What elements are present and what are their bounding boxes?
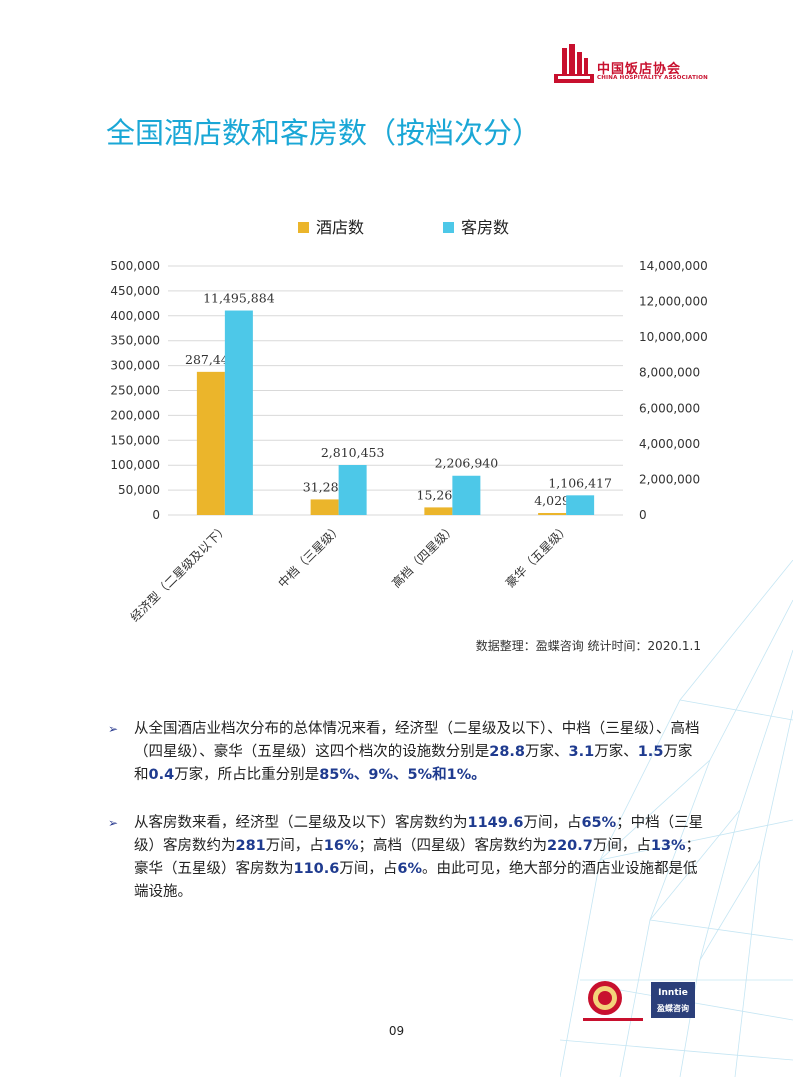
inntie-logo-cn-text: 盈蝶咨询: [657, 1004, 689, 1013]
china-hospitality-association-logo: [554, 44, 594, 83]
highlight-value: 1149.6: [467, 815, 524, 831]
y-right-tick-label: 0: [639, 508, 647, 522]
paragraph-text: 从客房数来看，经济型（二星级及以下）客房数约为1149.6万间，占65%；中档（…: [134, 812, 704, 904]
legend-swatch: [443, 222, 454, 233]
bar-hotels: [424, 507, 453, 515]
text-run: 万间，占: [592, 838, 651, 854]
highlight-value: 220.7: [547, 838, 593, 854]
highlight-value: 0.4: [148, 767, 175, 783]
y-left-tick-label: 100,000: [110, 458, 160, 472]
text-run: ；豪华（五星级）客房数为: [134, 838, 701, 877]
y-right-tick-label: 12,000,000: [639, 295, 708, 309]
legend-swatch: [298, 222, 309, 233]
data-source-note: 数据整理：盈蝶咨询 统计时间：2020.1.1: [475, 639, 701, 653]
y-left-tick-label: 500,000: [110, 259, 160, 273]
data-label: 4,029: [534, 493, 570, 508]
wireframe-building-decoration: [560, 560, 793, 1077]
y-left-tick-label: 400,000: [110, 309, 160, 323]
beijing-institute-seal-logo: [583, 981, 643, 1021]
text-run: 万家，所占比重分别是: [174, 767, 320, 783]
text-run: 。由此可见，绝大部分的酒店业设施都是低端设施。: [134, 861, 698, 900]
data-label: 2,810,453: [321, 445, 385, 460]
data-label: 287,448: [185, 352, 237, 367]
y-left-tick-label: 250,000: [110, 384, 160, 398]
y-left-tick-label: 200,000: [110, 408, 160, 422]
highlight-value: 6%: [397, 861, 422, 877]
logo-english-text: CHINA HOSPITALITY ASSOCIATION: [597, 75, 708, 81]
arrow-bullet-icon: ➢: [108, 722, 119, 736]
text-run: 万间，占: [265, 838, 324, 854]
x-tick-label: 经济型（二星级及以下）: [127, 521, 231, 625]
y-right-tick-label: 2,000,000: [639, 472, 700, 486]
y-left-tick-label: 0: [152, 508, 160, 522]
text-run: 万家、: [525, 744, 569, 760]
paragraph-room-distribution: ➢ 从客房数来看，经济型（二星级及以下）客房数约为1149.6万间，占65%；中…: [108, 812, 704, 904]
bar-hotels: [196, 371, 225, 515]
inntie-logo-text: Inntie: [658, 988, 688, 998]
legend-label: 客房数: [461, 218, 509, 237]
hotel-rooms-bar-chart: 酒店数 客房数 500,000 450,000 400,000 350,000 300,00…: [110, 218, 708, 625]
highlight-value: 3.1: [568, 744, 595, 760]
highlight-value: 85%、9%、5%和1%。: [319, 767, 486, 783]
text-run: 从客房数来看，经济型（二星级及以下）客房数约为: [134, 815, 468, 831]
arrow-bullet-icon: ➢: [108, 816, 119, 830]
bar-rooms: [452, 475, 481, 515]
bar-rooms: [338, 465, 367, 515]
page-number: 09: [388, 1024, 405, 1038]
y-right-tick-label: 14,000,000: [639, 259, 708, 273]
text-run: 万家和: [134, 744, 693, 783]
highlight-value: 65%: [581, 815, 617, 831]
y-left-tick-label: 450,000: [110, 284, 160, 298]
y-right-tick-label: 10,000,000: [639, 330, 708, 344]
paragraph-hotel-distribution: ➢ 从全国酒店业档次分布的总体情况来看，经济型（二星级及以下）、中档（三星级）、…: [108, 718, 704, 787]
text-run: ；高档（四星级）客房数约为: [358, 838, 548, 854]
text-run: 从全国酒店业档次分布的总体情况来看，经济型（二星级及以下）、中档（三星级）、高档…: [134, 721, 700, 760]
text-run: 万间，占: [523, 815, 582, 831]
y-left-tick-label: 150,000: [110, 433, 160, 447]
legend-label: 酒店数: [316, 218, 364, 237]
x-tick-label: 豪华（五星级）: [502, 521, 572, 591]
bar-hotels: [310, 499, 339, 515]
highlight-value: 281: [235, 838, 266, 854]
highlight-value: 110.6: [293, 861, 340, 877]
text-run: 万家、: [594, 744, 638, 760]
x-tick-label: 高档（四星级）: [388, 521, 458, 591]
inntie-logo: Inntie 盈蝶咨询: [651, 982, 695, 1018]
x-tick-label: 中档（三星级）: [275, 521, 345, 591]
y-right-tick-label: 8,000,000: [639, 366, 700, 380]
y-left-tick-label: 50,000: [118, 483, 160, 497]
data-label: 31,283: [303, 479, 347, 494]
text-run: ；中档（三星级）客房数约为: [134, 815, 704, 854]
bar-hotels: [538, 512, 567, 515]
y-right-tick-label: 4,000,000: [639, 437, 700, 451]
bar-rooms: [224, 310, 253, 515]
page-title: 全国酒店数和客房数（按档次分）: [106, 116, 542, 150]
y-right-tick-label: 6,000,000: [639, 401, 700, 415]
text-run: 万间，占: [339, 861, 398, 877]
logo-chinese-text: 中国饭店协会: [597, 62, 682, 77]
data-label: 11,495,884: [203, 291, 275, 306]
bar-rooms: [566, 495, 595, 515]
y-left-tick-label: 350,000: [110, 334, 160, 348]
data-label: 15,261: [417, 487, 461, 502]
data-label: 2,206,940: [435, 456, 499, 471]
highlight-value: 1.5: [637, 744, 664, 760]
highlight-value: 16%: [323, 838, 359, 854]
paragraph-text: 从全国酒店业档次分布的总体情况来看，经济型（二星级及以下）、中档（三星级）、高档…: [134, 718, 704, 787]
highlight-value: 28.8: [489, 744, 526, 760]
data-label: 1,106,417: [548, 475, 612, 490]
highlight-value: 13%: [650, 838, 686, 854]
y-left-tick-label: 300,000: [110, 359, 160, 373]
